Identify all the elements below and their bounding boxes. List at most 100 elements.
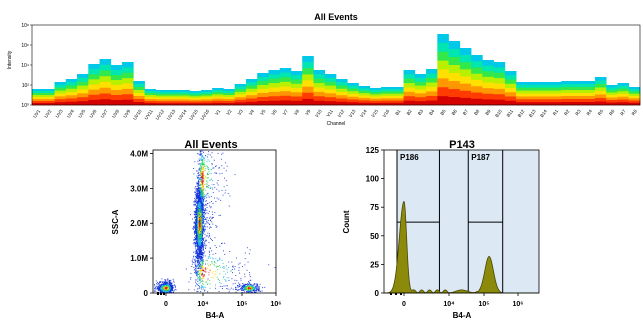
spectrum-cell (628, 98, 641, 101)
histogram-xtick-label: 10⁶ (512, 301, 523, 308)
spectrum-cell (471, 73, 483, 81)
spectrum-cell (617, 96, 630, 100)
dotplot-point (207, 267, 209, 269)
dotplot-point (203, 211, 205, 213)
dotplot-point (209, 287, 211, 289)
dotplot-point (202, 250, 204, 252)
dotplot-point (243, 285, 245, 287)
dotplot-point (196, 205, 198, 207)
histogram-gate[interactable]: P187 (467, 150, 504, 293)
dotplot-point (202, 205, 203, 207)
dotplot-point (163, 283, 164, 285)
dotplot-point (201, 253, 202, 255)
dotplot-point (197, 188, 199, 190)
spectrum-cell (65, 98, 78, 103)
dotplot-point (240, 288, 242, 290)
dotplot-point (200, 192, 202, 194)
dotplot-point (205, 155, 206, 156)
dotplot-point (198, 219, 199, 221)
dotplot-point (190, 277, 192, 279)
dotplot-point (197, 252, 199, 254)
dotplot-point (205, 183, 207, 185)
dotplot-point (171, 288, 173, 290)
dotplot-point (164, 287, 166, 289)
dotplot-point (202, 275, 204, 277)
dotplot-point (250, 286, 252, 288)
dotplot-point (238, 282, 239, 284)
dotplot-point (206, 235, 208, 236)
spectrum-column (155, 90, 168, 106)
dotplot-point (158, 289, 160, 290)
spectrum-cell (313, 91, 326, 97)
dotplot-point (197, 244, 199, 246)
dotplot-point (199, 214, 200, 216)
dotplot-point (154, 285, 156, 287)
dotplot-point (224, 279, 226, 280)
dotplot-point (254, 291, 256, 293)
dotplot-point (201, 184, 203, 186)
dotplot-point (200, 268, 202, 270)
dotplot-point (215, 253, 217, 254)
dotplot-point (196, 222, 197, 223)
dotplot-point (197, 232, 199, 234)
spectrum-cell (223, 103, 235, 106)
dotplot-point (260, 290, 262, 292)
dotplot-point (202, 203, 204, 205)
dotplot-point (196, 271, 197, 273)
dotplot-point (243, 287, 245, 289)
dotplot-point (194, 192, 196, 194)
dotplot-point (259, 290, 261, 292)
histogram-title: P143 (449, 139, 475, 151)
dotplot-point (196, 260, 198, 262)
dotplot-point (249, 274, 251, 276)
dotplot-point (170, 282, 172, 284)
dotplot-point (196, 284, 198, 286)
spectrum-cell (279, 91, 292, 97)
dotplot-point (199, 216, 200, 218)
dotplot-point (209, 223, 211, 225)
dotplot-point (204, 287, 206, 289)
spectrum-xtick: B12 (517, 108, 526, 118)
dotplot-point (197, 202, 199, 204)
dotplot-point (190, 214, 191, 216)
dotplot-point (197, 227, 198, 228)
dotplot-point (201, 233, 203, 235)
dotplot-point (170, 291, 172, 293)
spectrum-cell (493, 72, 506, 79)
dotplot-point (208, 172, 210, 174)
dotplot-point (198, 250, 200, 252)
spectrum-xtick-label: UV14 (177, 108, 188, 120)
spectrum-cell (516, 84, 528, 89)
dotplot-point (201, 158, 203, 160)
dotplot-point (204, 274, 205, 276)
spectrum-cell (493, 62, 506, 68)
spectrum-cell (549, 87, 562, 91)
dotplot-point (204, 164, 206, 166)
spectrum-column (347, 83, 359, 106)
dotplot-point (203, 171, 205, 173)
dotplot-point (202, 255, 204, 257)
dotplot-point (207, 174, 209, 175)
spectrum-bars (32, 34, 641, 106)
spectrum-cell (245, 92, 258, 96)
dotplot-point (204, 268, 206, 269)
spectrum-cell (313, 87, 326, 93)
dotplot-point (199, 227, 201, 229)
spectrum-column (290, 71, 303, 106)
dotplot-point (194, 211, 196, 213)
spectrum-cell (324, 93, 337, 98)
spectrum-column (606, 85, 618, 106)
dotplot-point (199, 210, 201, 212)
dotplot-point (201, 266, 203, 267)
dotplot-point (238, 289, 239, 291)
dotplot-point (197, 247, 199, 249)
spectrum-xtick-label: B12 (517, 108, 526, 118)
dotplot-point (200, 267, 202, 269)
dotplot-point (198, 258, 199, 260)
dotplot-point (196, 182, 198, 184)
dotplot-point (222, 288, 223, 289)
dotplot-point (201, 199, 203, 201)
dotplot-point (258, 290, 259, 291)
dotplot-point (201, 200, 203, 202)
dotplot-population (190, 157, 220, 282)
